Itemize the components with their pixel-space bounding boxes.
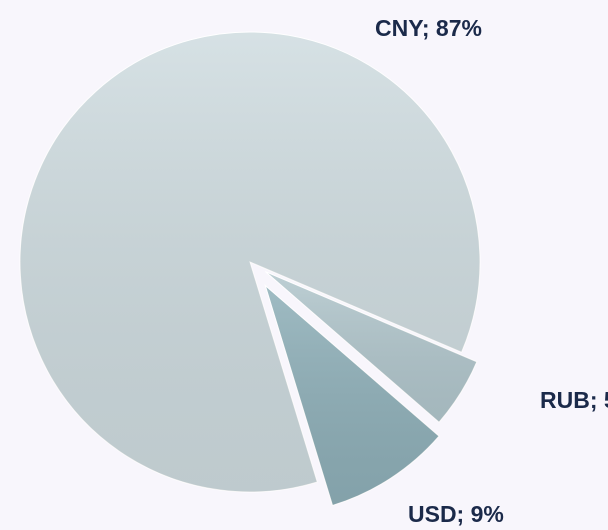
slice-label: CNY; 87% — [375, 15, 482, 41]
slice-shade — [19, 31, 480, 492]
slice-shade — [265, 285, 440, 506]
slice-label: RUB; 5% — [540, 387, 608, 413]
slice-label: USD; 9% — [408, 501, 504, 527]
slice-shade — [265, 271, 477, 423]
